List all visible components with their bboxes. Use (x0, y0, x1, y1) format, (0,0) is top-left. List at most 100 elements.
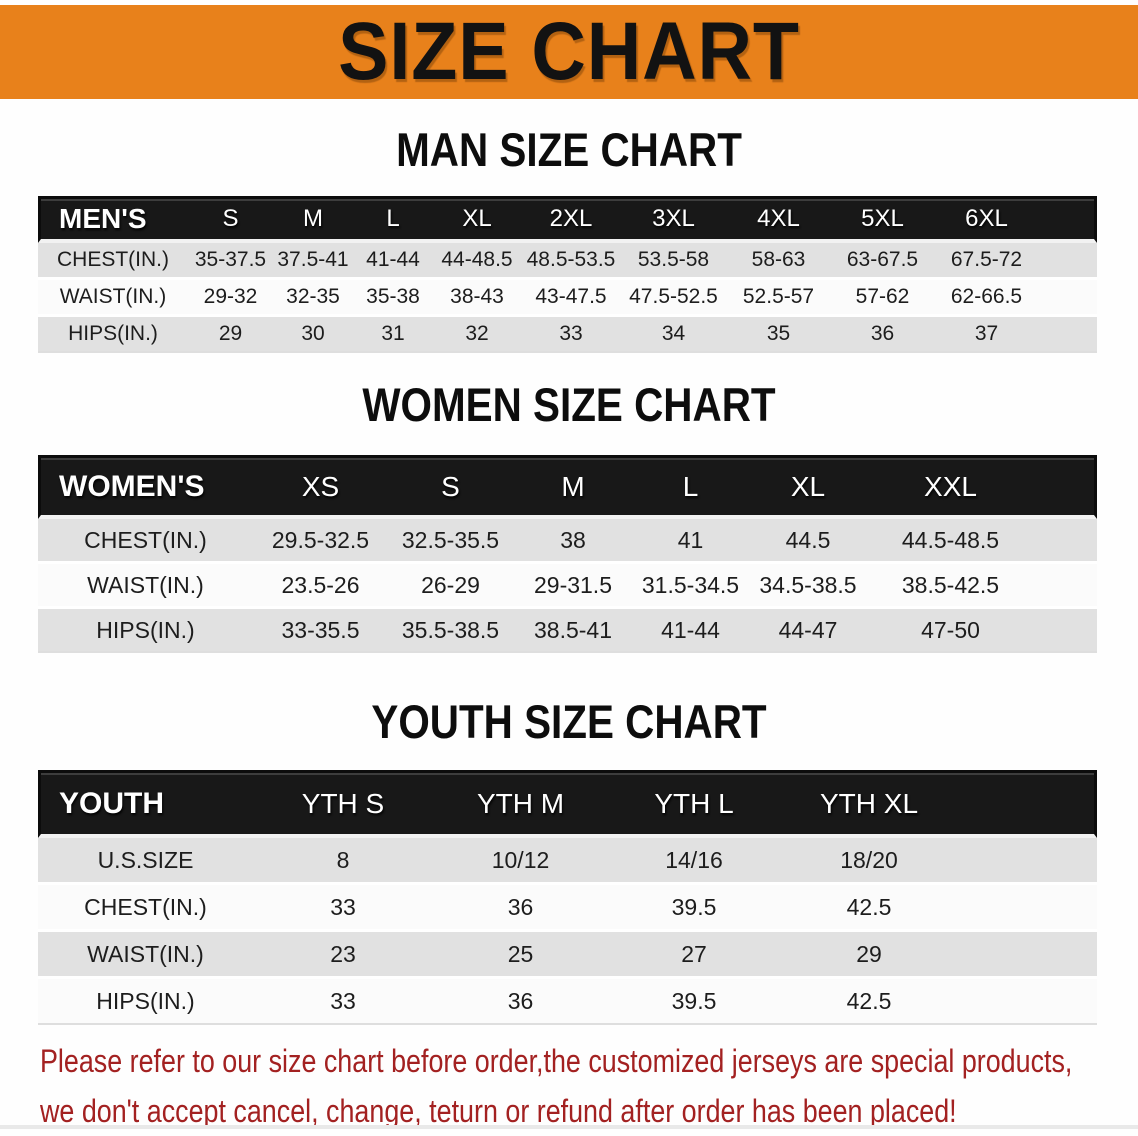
men-header-size: 6XL (934, 196, 1039, 243)
cell: 31 (353, 317, 433, 353)
women-size-table: WOMEN'S XS S M L XL XXL CHEST(IN.) 29.5-… (38, 455, 1097, 653)
men-chest-row: CHEST(IN.) 35-37.5 37.5-41 41-44 44-48.5… (38, 243, 1097, 280)
cell-pad (1033, 564, 1097, 609)
disclaimer: Please refer to our size chart before or… (40, 1036, 1138, 1136)
men-waist-row: WAIST(IN.) 29-32 32-35 35-38 38-43 43-47… (38, 280, 1097, 317)
cell-pad (1039, 243, 1097, 280)
women-header-row: WOMEN'S XS S M L XL XXL (38, 455, 1097, 519)
cell-pad (958, 932, 1097, 979)
cell: 63-67.5 (831, 243, 934, 280)
cell: 25 (433, 932, 608, 979)
cell: 18/20 (780, 838, 958, 885)
cell: 30 (273, 317, 353, 353)
cell: 57-62 (831, 280, 934, 317)
size-chart-banner: SIZE CHART (0, 5, 1138, 99)
cell: 52.5-57 (726, 280, 831, 317)
row-label: HIPS(IN.) (38, 609, 253, 653)
men-header-pad (1039, 196, 1097, 243)
bottom-edge-divider (0, 1125, 1138, 1129)
cell: 26-29 (388, 564, 513, 609)
women-chest-row: CHEST(IN.) 29.5-32.5 32.5-35.5 38 41 44.… (38, 519, 1097, 564)
cell: 42.5 (780, 885, 958, 932)
women-header-size: S (388, 455, 513, 519)
cell-pad (1039, 317, 1097, 353)
cell: 27 (608, 932, 780, 979)
cell: 29 (188, 317, 273, 353)
cell-pad (1033, 519, 1097, 564)
youth-header-size: YTH XL (780, 770, 958, 838)
cell: 34 (621, 317, 726, 353)
men-section-title: MAN SIZE CHART (396, 123, 742, 176)
cell: 29 (780, 932, 958, 979)
cell: 23.5-26 (253, 564, 388, 609)
cell: 41 (633, 519, 748, 564)
men-size-table: MEN'S S M L XL 2XL 3XL 4XL 5XL 6XL CHEST… (38, 196, 1097, 353)
cell: 33 (253, 979, 433, 1025)
banner-title: SIZE CHART (338, 6, 800, 97)
cell: 23 (253, 932, 433, 979)
men-header-size: 3XL (621, 196, 726, 243)
men-header-size: XL (433, 196, 521, 243)
youth-size-table: YOUTH YTH S YTH M YTH L YTH XL U.S.SIZE … (38, 770, 1097, 1025)
men-header-row: MEN'S S M L XL 2XL 3XL 4XL 5XL 6XL (38, 196, 1097, 243)
youth-waist-row: WAIST(IN.) 23 25 27 29 (38, 932, 1097, 979)
cell: 44-48.5 (433, 243, 521, 280)
youth-section-title: YOUTH SIZE CHART (371, 695, 767, 748)
women-section-title: WOMEN SIZE CHART (362, 378, 776, 431)
cell: 41-44 (633, 609, 748, 653)
cell: 62-66.5 (934, 280, 1039, 317)
women-header-size: XL (748, 455, 868, 519)
cell: 10/12 (433, 838, 608, 885)
cell: 44.5 (748, 519, 868, 564)
cell: 43-47.5 (521, 280, 621, 317)
cell: 33-35.5 (253, 609, 388, 653)
cell: 47.5-52.5 (621, 280, 726, 317)
cell-pad (1039, 280, 1097, 317)
cell: 29-32 (188, 280, 273, 317)
row-label: WAIST(IN.) (38, 564, 253, 609)
women-header-label: WOMEN'S (38, 455, 253, 519)
youth-ussize-row: U.S.SIZE 8 10/12 14/16 18/20 (38, 838, 1097, 885)
cell: 36 (433, 979, 608, 1025)
cell: 35-38 (353, 280, 433, 317)
women-header-size: XS (253, 455, 388, 519)
youth-header-size: YTH L (608, 770, 780, 838)
women-hips-row: HIPS(IN.) 33-35.5 35.5-38.5 38.5-41 41-4… (38, 609, 1097, 653)
youth-header-label: YOUTH (38, 770, 253, 838)
men-header-size: 2XL (521, 196, 621, 243)
cell: 14/16 (608, 838, 780, 885)
cell: 36 (433, 885, 608, 932)
cell: 44.5-48.5 (868, 519, 1033, 564)
youth-header-row: YOUTH YTH S YTH M YTH L YTH XL (38, 770, 1097, 838)
cell: 32 (433, 317, 521, 353)
men-header-size: M (273, 196, 353, 243)
men-hips-row: HIPS(IN.) 29 30 31 32 33 34 35 36 37 (38, 317, 1097, 353)
cell: 38.5-42.5 (868, 564, 1033, 609)
men-header-size: 4XL (726, 196, 831, 243)
cell-pad (958, 979, 1097, 1025)
cell: 38.5-41 (513, 609, 633, 653)
cell: 36 (831, 317, 934, 353)
men-header-size: 5XL (831, 196, 934, 243)
men-header-size: L (353, 196, 433, 243)
women-header-pad (1033, 455, 1097, 519)
youth-header-size: YTH M (433, 770, 608, 838)
cell: 39.5 (608, 885, 780, 932)
cell: 33 (253, 885, 433, 932)
cell: 37 (934, 317, 1039, 353)
men-header-label: MEN'S (38, 196, 188, 243)
cell: 41-44 (353, 243, 433, 280)
women-header-size: M (513, 455, 633, 519)
cell-pad (958, 885, 1097, 932)
cell: 35.5-38.5 (388, 609, 513, 653)
row-label: CHEST(IN.) (38, 519, 253, 564)
disclaimer-line-2: we don't accept cancel, change, teturn o… (40, 1093, 957, 1129)
cell: 38 (513, 519, 633, 564)
disclaimer-line-1: Please refer to our size chart before or… (40, 1043, 1073, 1079)
row-label: U.S.SIZE (38, 838, 253, 885)
youth-chest-row: CHEST(IN.) 33 36 39.5 42.5 (38, 885, 1097, 932)
cell-pad (1033, 609, 1097, 653)
cell: 35-37.5 (188, 243, 273, 280)
women-header-size: XXL (868, 455, 1033, 519)
cell-pad (958, 838, 1097, 885)
